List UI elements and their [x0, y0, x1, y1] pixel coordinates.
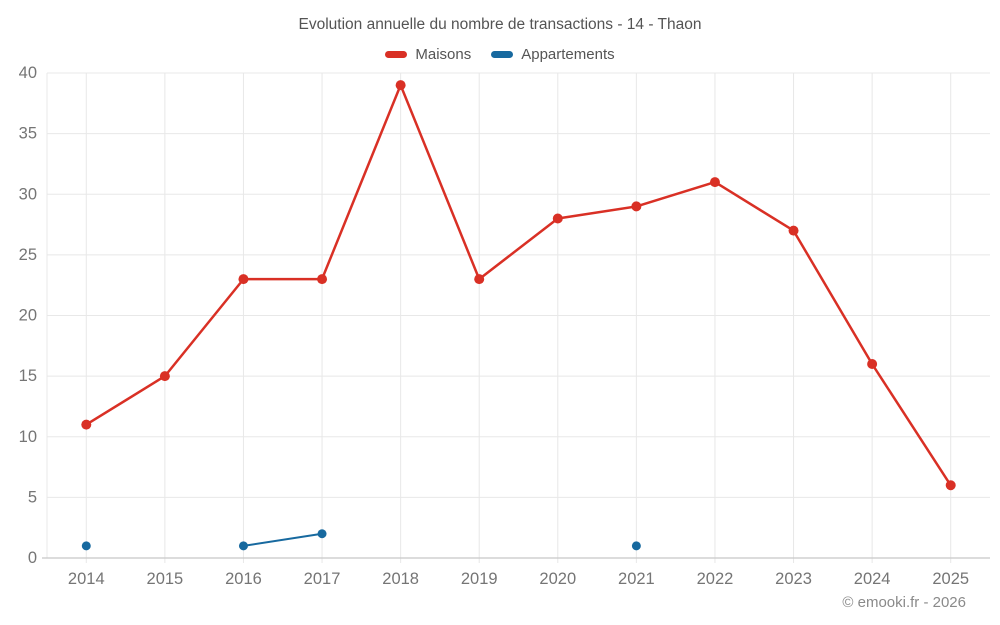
x-axis-tick-label: 2025	[932, 570, 969, 588]
legend-label-maisons: Maisons	[415, 46, 472, 63]
x-axis-tick-label: 2024	[854, 570, 891, 588]
x-axis-tick-label: 2014	[68, 570, 105, 588]
y-axis-tick-label: 40	[19, 64, 37, 82]
data-point-appartements-2016	[238, 541, 248, 551]
series-line-appartements	[244, 534, 637, 546]
data-point-maisons-2022	[709, 177, 720, 188]
data-point-maisons-2025	[945, 480, 956, 491]
data-point-appartements-2017	[317, 529, 327, 539]
y-axis-tick-label: 15	[19, 367, 37, 385]
y-axis-tick-label: 10	[19, 428, 37, 446]
data-point-maisons-2014	[81, 419, 92, 430]
data-point-maisons-2020	[552, 213, 563, 224]
x-axis-tick-label: 2021	[618, 570, 655, 588]
legend-item-appartements[interactable]: Appartements	[491, 46, 615, 63]
x-axis-tick-label: 2018	[382, 570, 419, 588]
data-point-maisons-2023	[788, 225, 799, 236]
x-axis-tick-label: 2020	[539, 570, 576, 588]
data-point-appartements-2021	[631, 541, 641, 551]
data-point-maisons-2018	[395, 80, 406, 91]
data-point-appartements-2014	[81, 541, 91, 551]
y-axis-tick-label: 35	[19, 125, 37, 143]
data-point-maisons-2015	[159, 371, 170, 382]
y-axis-tick-label: 20	[19, 307, 37, 325]
data-point-maisons-2016	[238, 274, 249, 285]
chart-legend: Maisons Appartements	[0, 46, 1000, 63]
x-axis-tick-label: 2023	[775, 570, 812, 588]
appartements-swatch-icon	[491, 51, 514, 58]
x-axis-tick-label: 2016	[225, 570, 262, 588]
y-axis-tick-label: 30	[19, 185, 37, 203]
chart-title: Evolution annuelle du nombre de transact…	[298, 16, 702, 33]
series-line-maisons	[85, 83, 952, 487]
data-point-maisons-2024	[867, 359, 878, 369]
legend-label-appartements: Appartements	[521, 46, 615, 63]
x-axis-tick-label: 2017	[304, 570, 341, 588]
x-axis-tick-label: 2015	[147, 570, 184, 588]
data-point-maisons-2017	[317, 274, 328, 285]
x-axis-tick-label: 2019	[461, 570, 498, 588]
x-axis-tick-label: 2022	[697, 570, 734, 588]
copyright-text: © emooki.fr - 2026	[842, 594, 966, 611]
data-point-maisons-2021	[631, 201, 642, 212]
y-axis-tick-label: 0	[28, 549, 37, 567]
legend-item-maisons[interactable]: Maisons	[385, 46, 471, 63]
maisons-swatch-icon	[385, 51, 408, 58]
y-axis-tick-label: 25	[19, 246, 37, 264]
data-point-maisons-2019	[474, 274, 485, 285]
y-axis-tick-label: 5	[28, 488, 37, 506]
